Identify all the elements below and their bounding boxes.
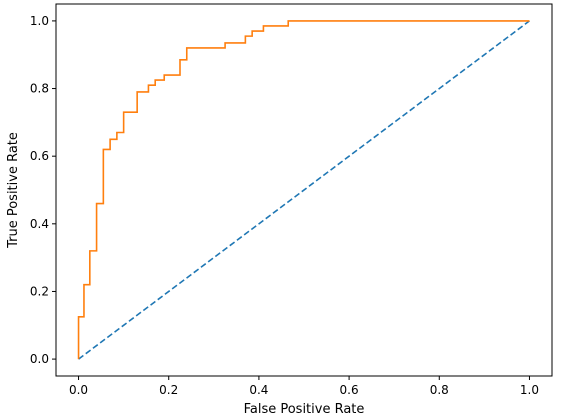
chance-diagonal-line	[78, 20, 530, 360]
y-tick-label: 0.4	[30, 217, 49, 231]
roc-curve-line	[77, 20, 530, 360]
plot-area	[77, 20, 530, 360]
x-tick-label: 0.4	[249, 383, 268, 397]
y-tick-label: 0.0	[30, 352, 49, 366]
x-tick-label: 1.0	[520, 383, 539, 397]
y-tick-label: 0.2	[30, 284, 49, 298]
y-tick-label: 1.0	[30, 14, 49, 28]
x-tick-label: 0.0	[69, 383, 88, 397]
y-tick-label: 0.6	[30, 149, 49, 163]
plot-frame	[55, 3, 553, 377]
x-axis-label: False Positive Rate	[244, 402, 365, 417]
x-tick-label: 0.8	[430, 383, 449, 397]
y-tick-label: 0.8	[30, 82, 49, 96]
x-tick-label: 0.2	[159, 383, 178, 397]
x-tick-label: 0.6	[340, 383, 359, 397]
x-axis: 0.0 0.2 0.4 0.6 0.8 1.0	[69, 376, 539, 397]
y-axis-label: True Positive Rate	[6, 132, 21, 249]
y-axis: 0.0 0.2 0.4 0.6 0.8 1.0	[30, 14, 56, 366]
